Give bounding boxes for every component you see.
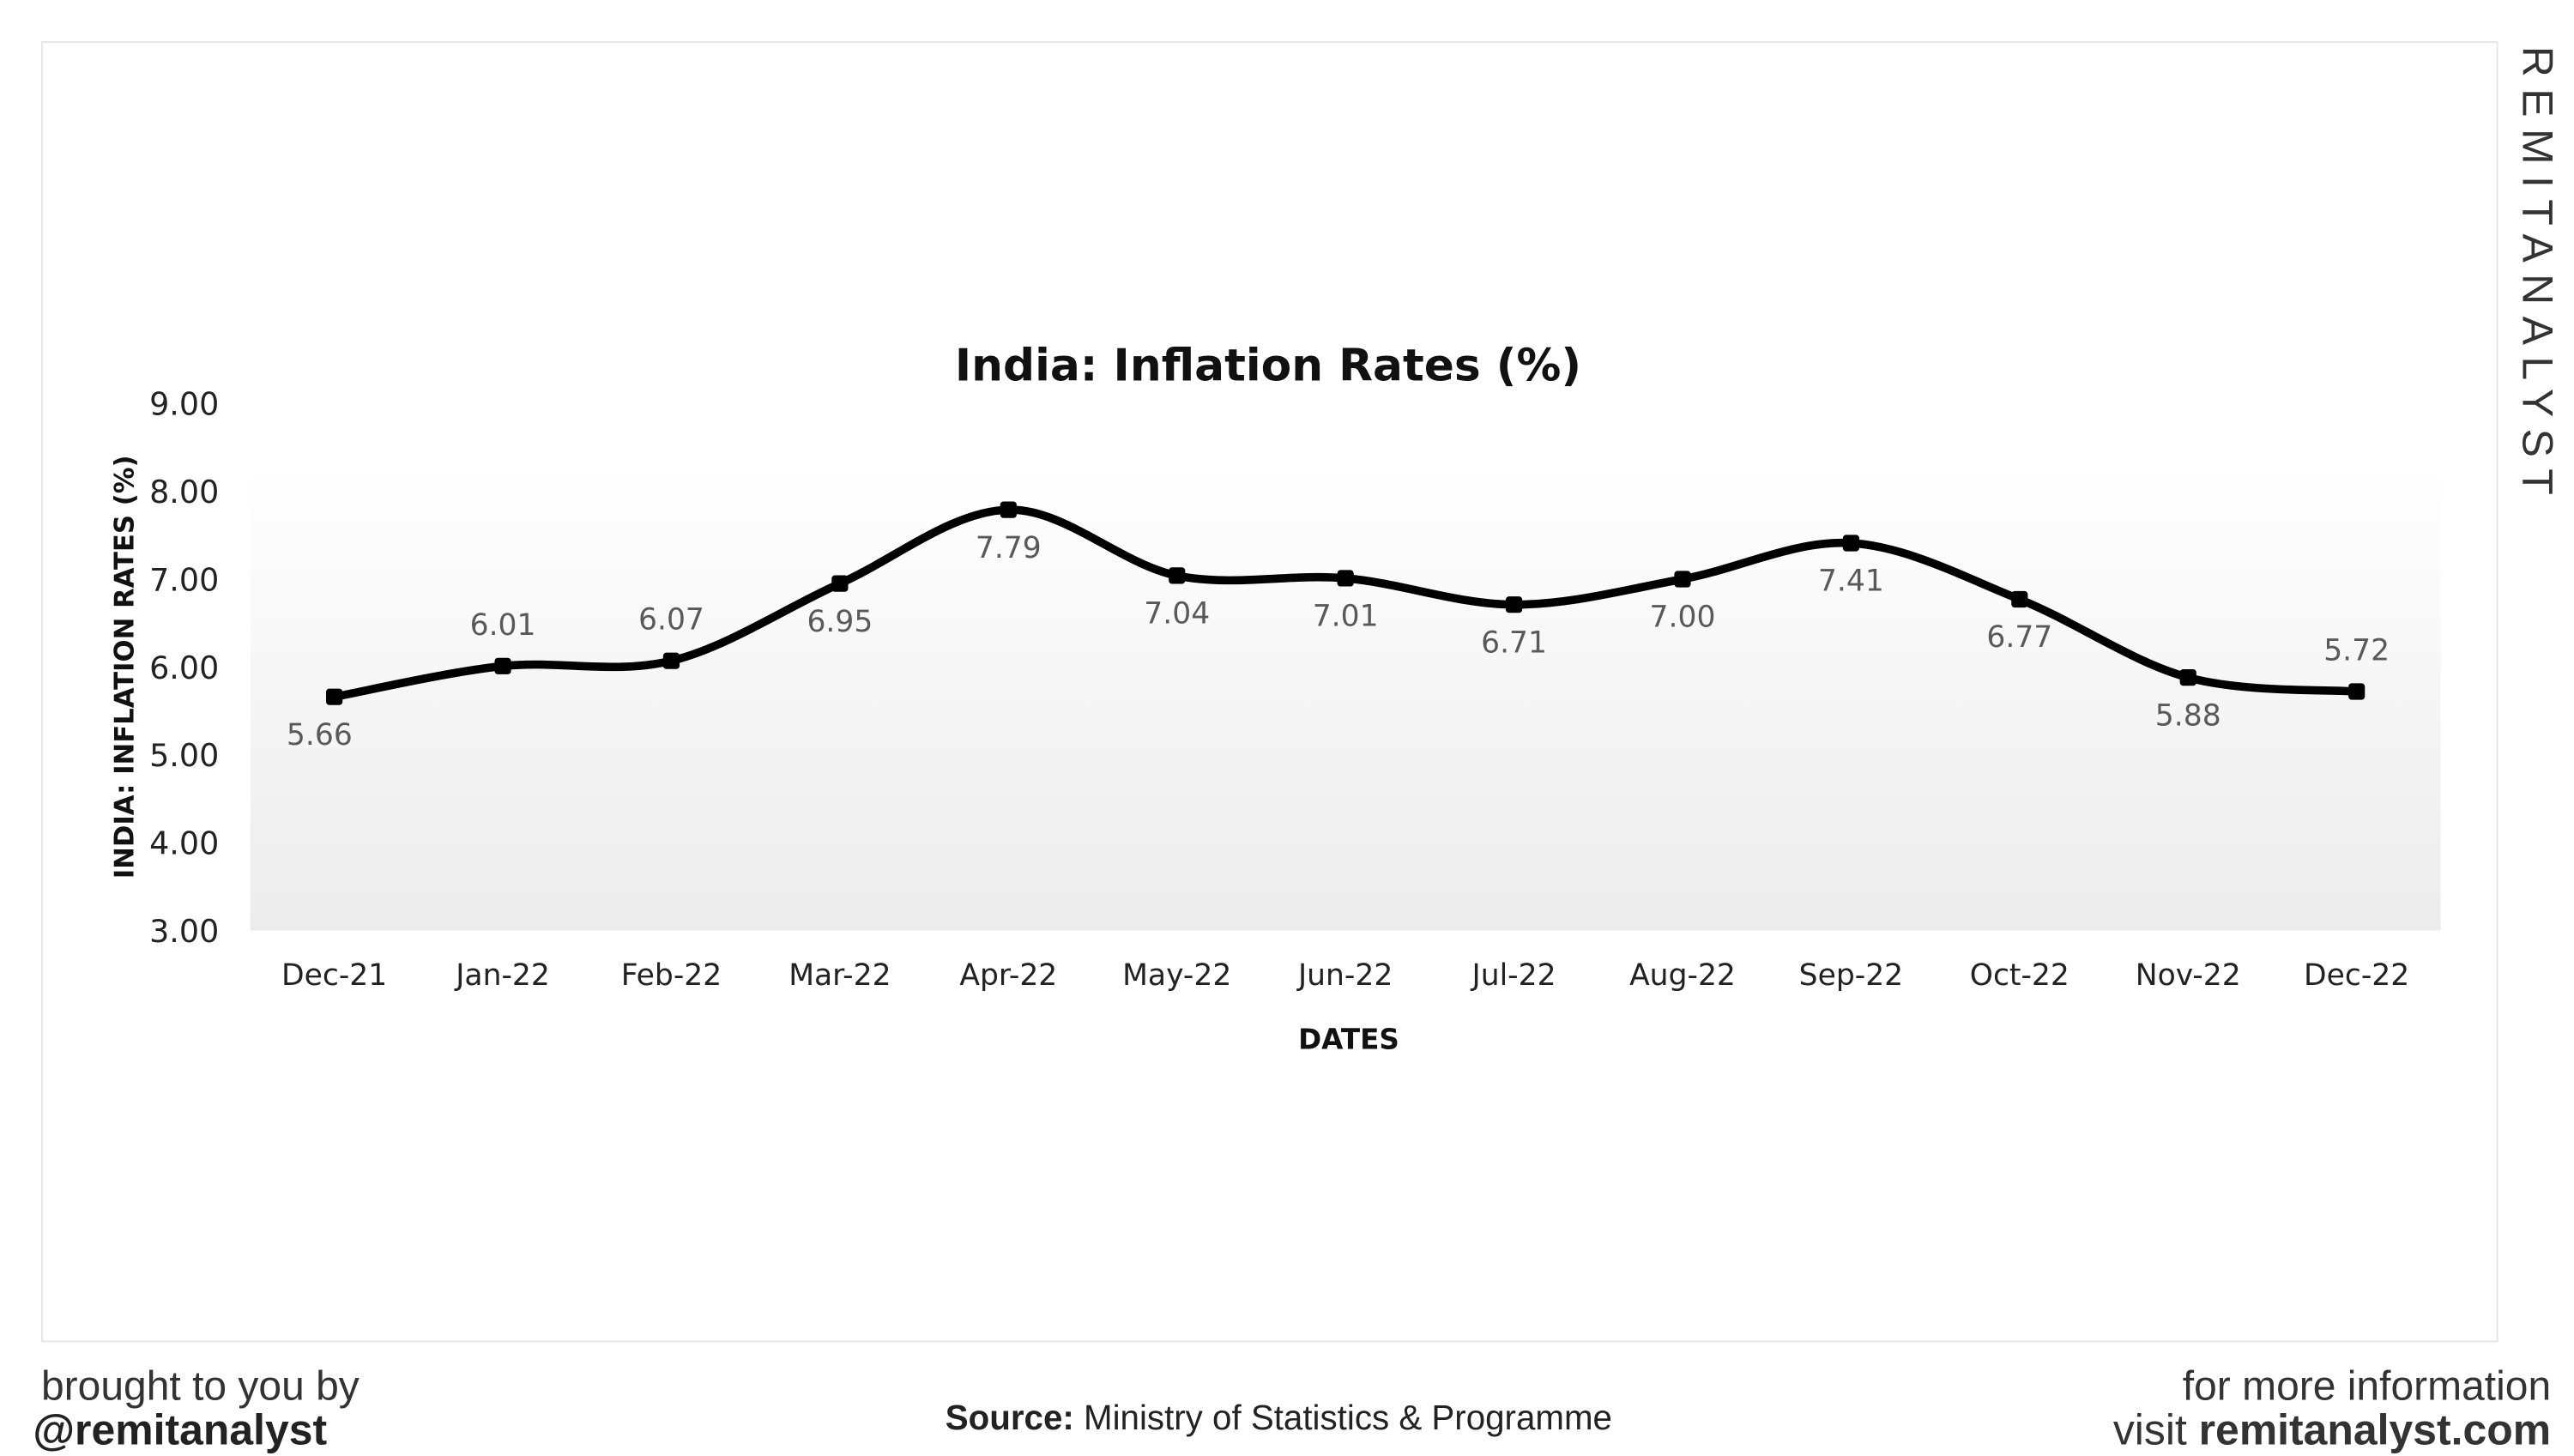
y-axis-label: INDIA: INFLATION RATES (%) (109, 455, 140, 879)
x-tick-label: Mar-22 (789, 958, 891, 993)
x-tick-label: Sep-22 (1799, 958, 1903, 993)
data-label: 7.79 (976, 531, 1042, 565)
x-tick-label: Jul-22 (1471, 958, 1556, 993)
data-point (2179, 669, 2196, 686)
data-point (1505, 596, 1523, 613)
x-tick-label: Dec-21 (281, 958, 387, 993)
x-tick-label: Dec-22 (2304, 958, 2409, 993)
x-tick-label: Nov-22 (2136, 958, 2241, 993)
data-label: 7.01 (1313, 600, 1379, 634)
source-note: Source: Ministry of Statistics & Program… (946, 1399, 1612, 1439)
data-point (1000, 501, 1017, 518)
data-point (494, 657, 511, 674)
more-info-text: for more information (2182, 1363, 2552, 1411)
source-text: Ministry of Statistics & Programme (1073, 1399, 1612, 1438)
source-label: Source: (945, 1399, 1074, 1438)
data-point (662, 652, 680, 669)
plot-area (250, 466, 2441, 931)
chart-title: India: Inflation Rates (%) (955, 340, 1581, 391)
y-tick-label: 9.00 (149, 386, 219, 423)
brand-watermark-text: REMITANALYST (2513, 45, 2563, 507)
y-tick-label: 3.00 (149, 913, 219, 950)
x-tick-label: May-22 (1122, 958, 1231, 993)
y-tick-label: 4.00 (149, 825, 219, 862)
data-point (2011, 590, 2028, 608)
data-label: 6.95 (807, 605, 873, 639)
credit-text: brought to you by (40, 1363, 360, 1411)
data-label: 6.01 (470, 608, 536, 643)
data-point (2348, 683, 2366, 700)
data-label: 6.07 (638, 603, 704, 637)
website-line: visit remitanalyst.com (2113, 1405, 2551, 1456)
y-tick-label: 8.00 (149, 474, 219, 511)
data-point (1337, 570, 1354, 587)
data-label: 7.04 (1144, 597, 1210, 631)
x-axis-label: DATES (1298, 1024, 1399, 1056)
website-link[interactable]: remitanalyst.com (2198, 1405, 2552, 1454)
data-label: 5.66 (287, 718, 353, 752)
x-tick-label: Jan-22 (454, 958, 550, 993)
y-tick-label: 6.00 (149, 649, 219, 686)
x-tick-label: Apr-22 (959, 958, 1057, 993)
data-point (831, 575, 849, 592)
data-point (1842, 535, 1860, 552)
data-point (1674, 571, 1691, 588)
brand-watermark: REMITANALYST (2506, 46, 2563, 507)
x-tick-label: Aug-22 (1629, 958, 1736, 993)
data-label: 7.00 (1650, 601, 1716, 635)
x-tick-label: Jun-22 (1296, 958, 1393, 993)
y-tick-label: 5.00 (149, 737, 219, 774)
data-label: 5.88 (2155, 698, 2221, 733)
x-tick-label: Feb-22 (621, 958, 722, 993)
data-label: 5.72 (2323, 634, 2390, 668)
y-tick-label: 7.00 (149, 561, 219, 598)
visit-text: visit (2112, 1405, 2199, 1454)
data-label: 6.71 (1481, 625, 1547, 660)
data-point (326, 688, 343, 705)
x-tick-label: Oct-22 (1970, 958, 2069, 993)
credit-handle[interactable]: @remitanalyst (33, 1405, 328, 1454)
data-label: 6.77 (1986, 620, 2052, 655)
data-label: 7.41 (1818, 565, 1884, 599)
data-point (1169, 567, 1186, 584)
